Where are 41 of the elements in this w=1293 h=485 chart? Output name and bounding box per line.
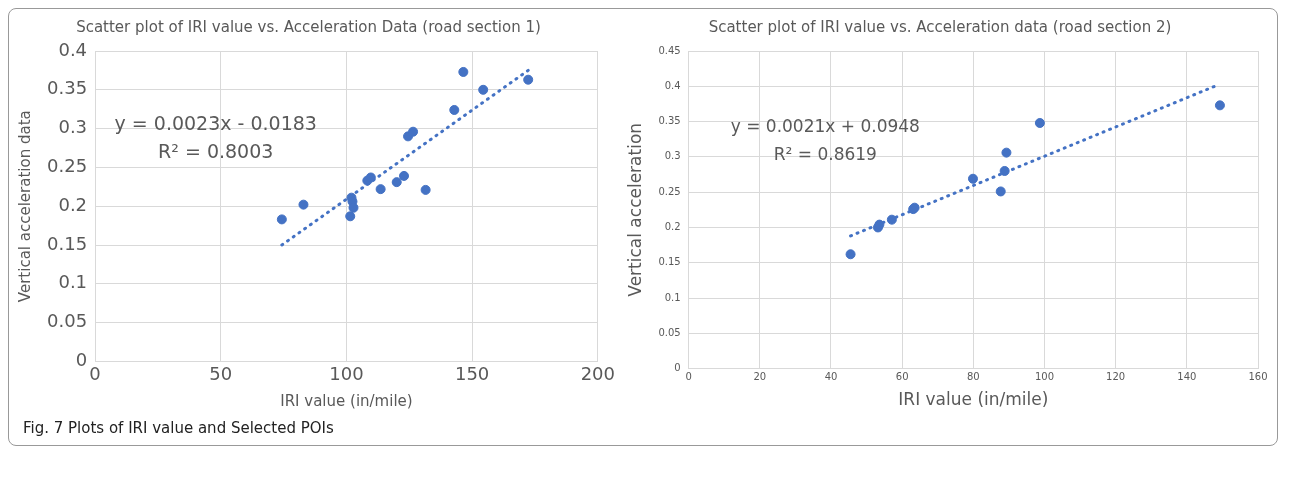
x-tick-label: 200 [580, 362, 615, 384]
y-tick-label: 0.2 [664, 221, 681, 233]
y-tick-label: 0.2 [58, 193, 88, 215]
x-tick-label: 140 [1177, 371, 1197, 383]
x-axis-title: IRI value (in/mile) [898, 389, 1049, 410]
annotation: y = 0.0023x - 0.0183 [114, 112, 317, 135]
y-tick-label: 0.35 [658, 115, 681, 127]
y-tick-label: 0.05 [658, 326, 681, 338]
y-tick-label: 0.15 [47, 232, 88, 254]
annotation: R² = 0.8619 [773, 144, 877, 165]
annotation: R² = 0.8003 [158, 140, 274, 163]
caption: Fig. 7 Plots of IRI value and Selected POIs [22, 419, 335, 437]
x-tick-label: 50 [209, 362, 233, 384]
y-axis-title: Vertical acceleration data [15, 110, 34, 303]
chart-title: Scatter plot of IRI value vs. Acceleration data (road section 2) [708, 17, 1172, 36]
y-tick-label: 0.15 [658, 256, 681, 268]
y-tick-label: 0.3 [664, 150, 681, 162]
x-tick-label: 60 [895, 371, 909, 383]
x-tick-label: 100 [329, 362, 364, 384]
y-tick-label: 0.35 [47, 77, 88, 99]
y-tick-label: 0.4 [664, 79, 681, 91]
y-tick-label: 0.3 [58, 116, 88, 138]
y-tick-label: 0.25 [658, 185, 681, 197]
x-axis-title: IRI value (in/mile) [280, 391, 413, 410]
y-tick-label: 0.05 [47, 310, 88, 332]
chart-title: Scatter plot of IRI value vs. Acceleration Data (road section 1) [76, 17, 541, 36]
y-tick-label: 0.25 [47, 155, 88, 177]
x-tick-label: 80 [966, 371, 980, 383]
x-tick-label: 160 [1248, 371, 1268, 383]
x-tick-label: 0 [685, 371, 692, 383]
x-tick-label: 20 [753, 371, 767, 383]
x-tick-label: 150 [454, 362, 490, 384]
x-tick-label: 100 [1034, 371, 1055, 383]
y-tick-label: 0.1 [58, 271, 88, 293]
x-tick-label: 120 [1106, 371, 1126, 383]
x-tick-label: 40 [824, 371, 838, 383]
annotation: y = 0.0021x + 0.0948 [730, 115, 920, 136]
y-axis-title: Vertical acceleration [624, 122, 645, 297]
y-tick-label: 0.4 [58, 38, 88, 60]
y-tick-label: 0.1 [664, 291, 681, 303]
y-tick-label: 0.45 [658, 44, 681, 56]
